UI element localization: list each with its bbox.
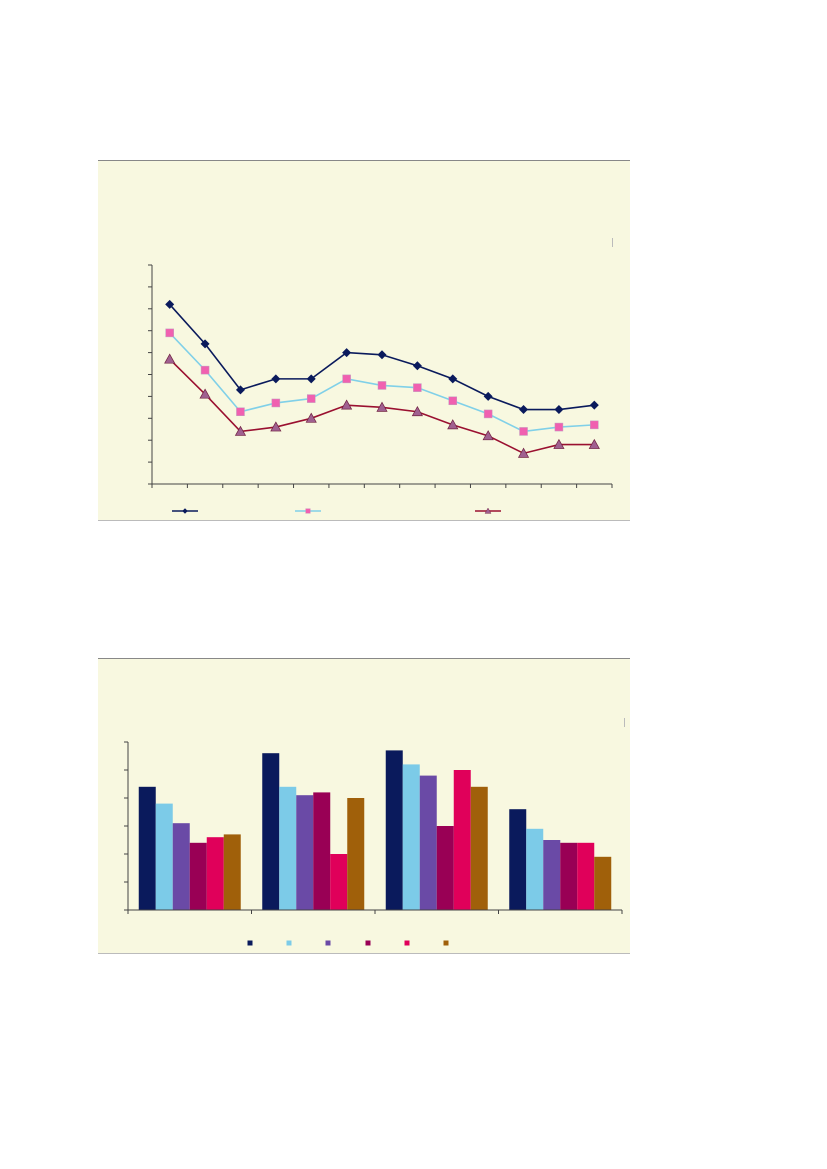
marker: [377, 350, 387, 360]
marker: [448, 396, 458, 406]
bar: [223, 834, 241, 910]
marker: [270, 421, 282, 432]
bar: [313, 792, 331, 910]
marker: [271, 374, 281, 384]
marker: [164, 353, 176, 364]
marker: [200, 339, 210, 349]
marker: [342, 374, 351, 384]
legend-swatch: [443, 940, 449, 946]
marker: [590, 420, 599, 430]
bar: [509, 809, 527, 910]
legend-swatch: [404, 940, 410, 946]
marker: [411, 406, 423, 417]
bar: [577, 842, 595, 910]
marker: [199, 388, 211, 399]
marker: [235, 385, 245, 395]
marker: [483, 391, 493, 401]
bar: [279, 786, 297, 910]
marker: [519, 405, 529, 415]
bar: [470, 786, 488, 910]
bar: [172, 823, 190, 910]
bar: [402, 764, 420, 910]
bar: [330, 854, 348, 910]
marker: [234, 425, 247, 436]
marker: [553, 438, 565, 449]
bar: [138, 786, 156, 910]
bar: [543, 840, 561, 910]
marker: [554, 422, 564, 432]
marker: [376, 401, 388, 412]
legend-marker: [484, 507, 492, 514]
bar: [526, 828, 544, 910]
marker: [165, 328, 174, 338]
legend-swatch: [247, 940, 253, 946]
legend-swatch: [325, 940, 331, 946]
marker: [200, 365, 210, 375]
legend-swatch: [365, 940, 371, 946]
marker: [377, 381, 387, 390]
marker: [342, 348, 352, 358]
chart-background: [98, 160, 630, 520]
marker: [482, 430, 494, 441]
marker: [165, 299, 175, 309]
marker: [447, 419, 459, 430]
bar: [206, 837, 224, 910]
bar: [419, 775, 437, 910]
marker: [305, 412, 317, 423]
marker: [517, 447, 530, 458]
marker: [483, 409, 493, 419]
bar: [262, 753, 280, 910]
bar: [594, 856, 612, 910]
bar: [385, 750, 403, 910]
marker: [306, 374, 316, 384]
bar: [436, 826, 454, 910]
marker: [554, 405, 564, 415]
marker: [588, 438, 600, 449]
bar: [155, 803, 173, 910]
marker: [589, 400, 599, 410]
bar: [347, 798, 365, 910]
marker: [306, 394, 316, 403]
legend-marker: [305, 508, 311, 514]
bar: [296, 795, 314, 910]
bar: [560, 842, 578, 910]
legend-swatch: [286, 940, 292, 946]
marker: [413, 383, 422, 392]
marker: [519, 427, 528, 436]
marker: [236, 407, 245, 416]
marker: [271, 398, 281, 408]
bar: [453, 770, 471, 910]
marker: [412, 361, 422, 371]
marker: [448, 374, 458, 384]
marker: [341, 399, 353, 410]
bar: [189, 842, 207, 910]
